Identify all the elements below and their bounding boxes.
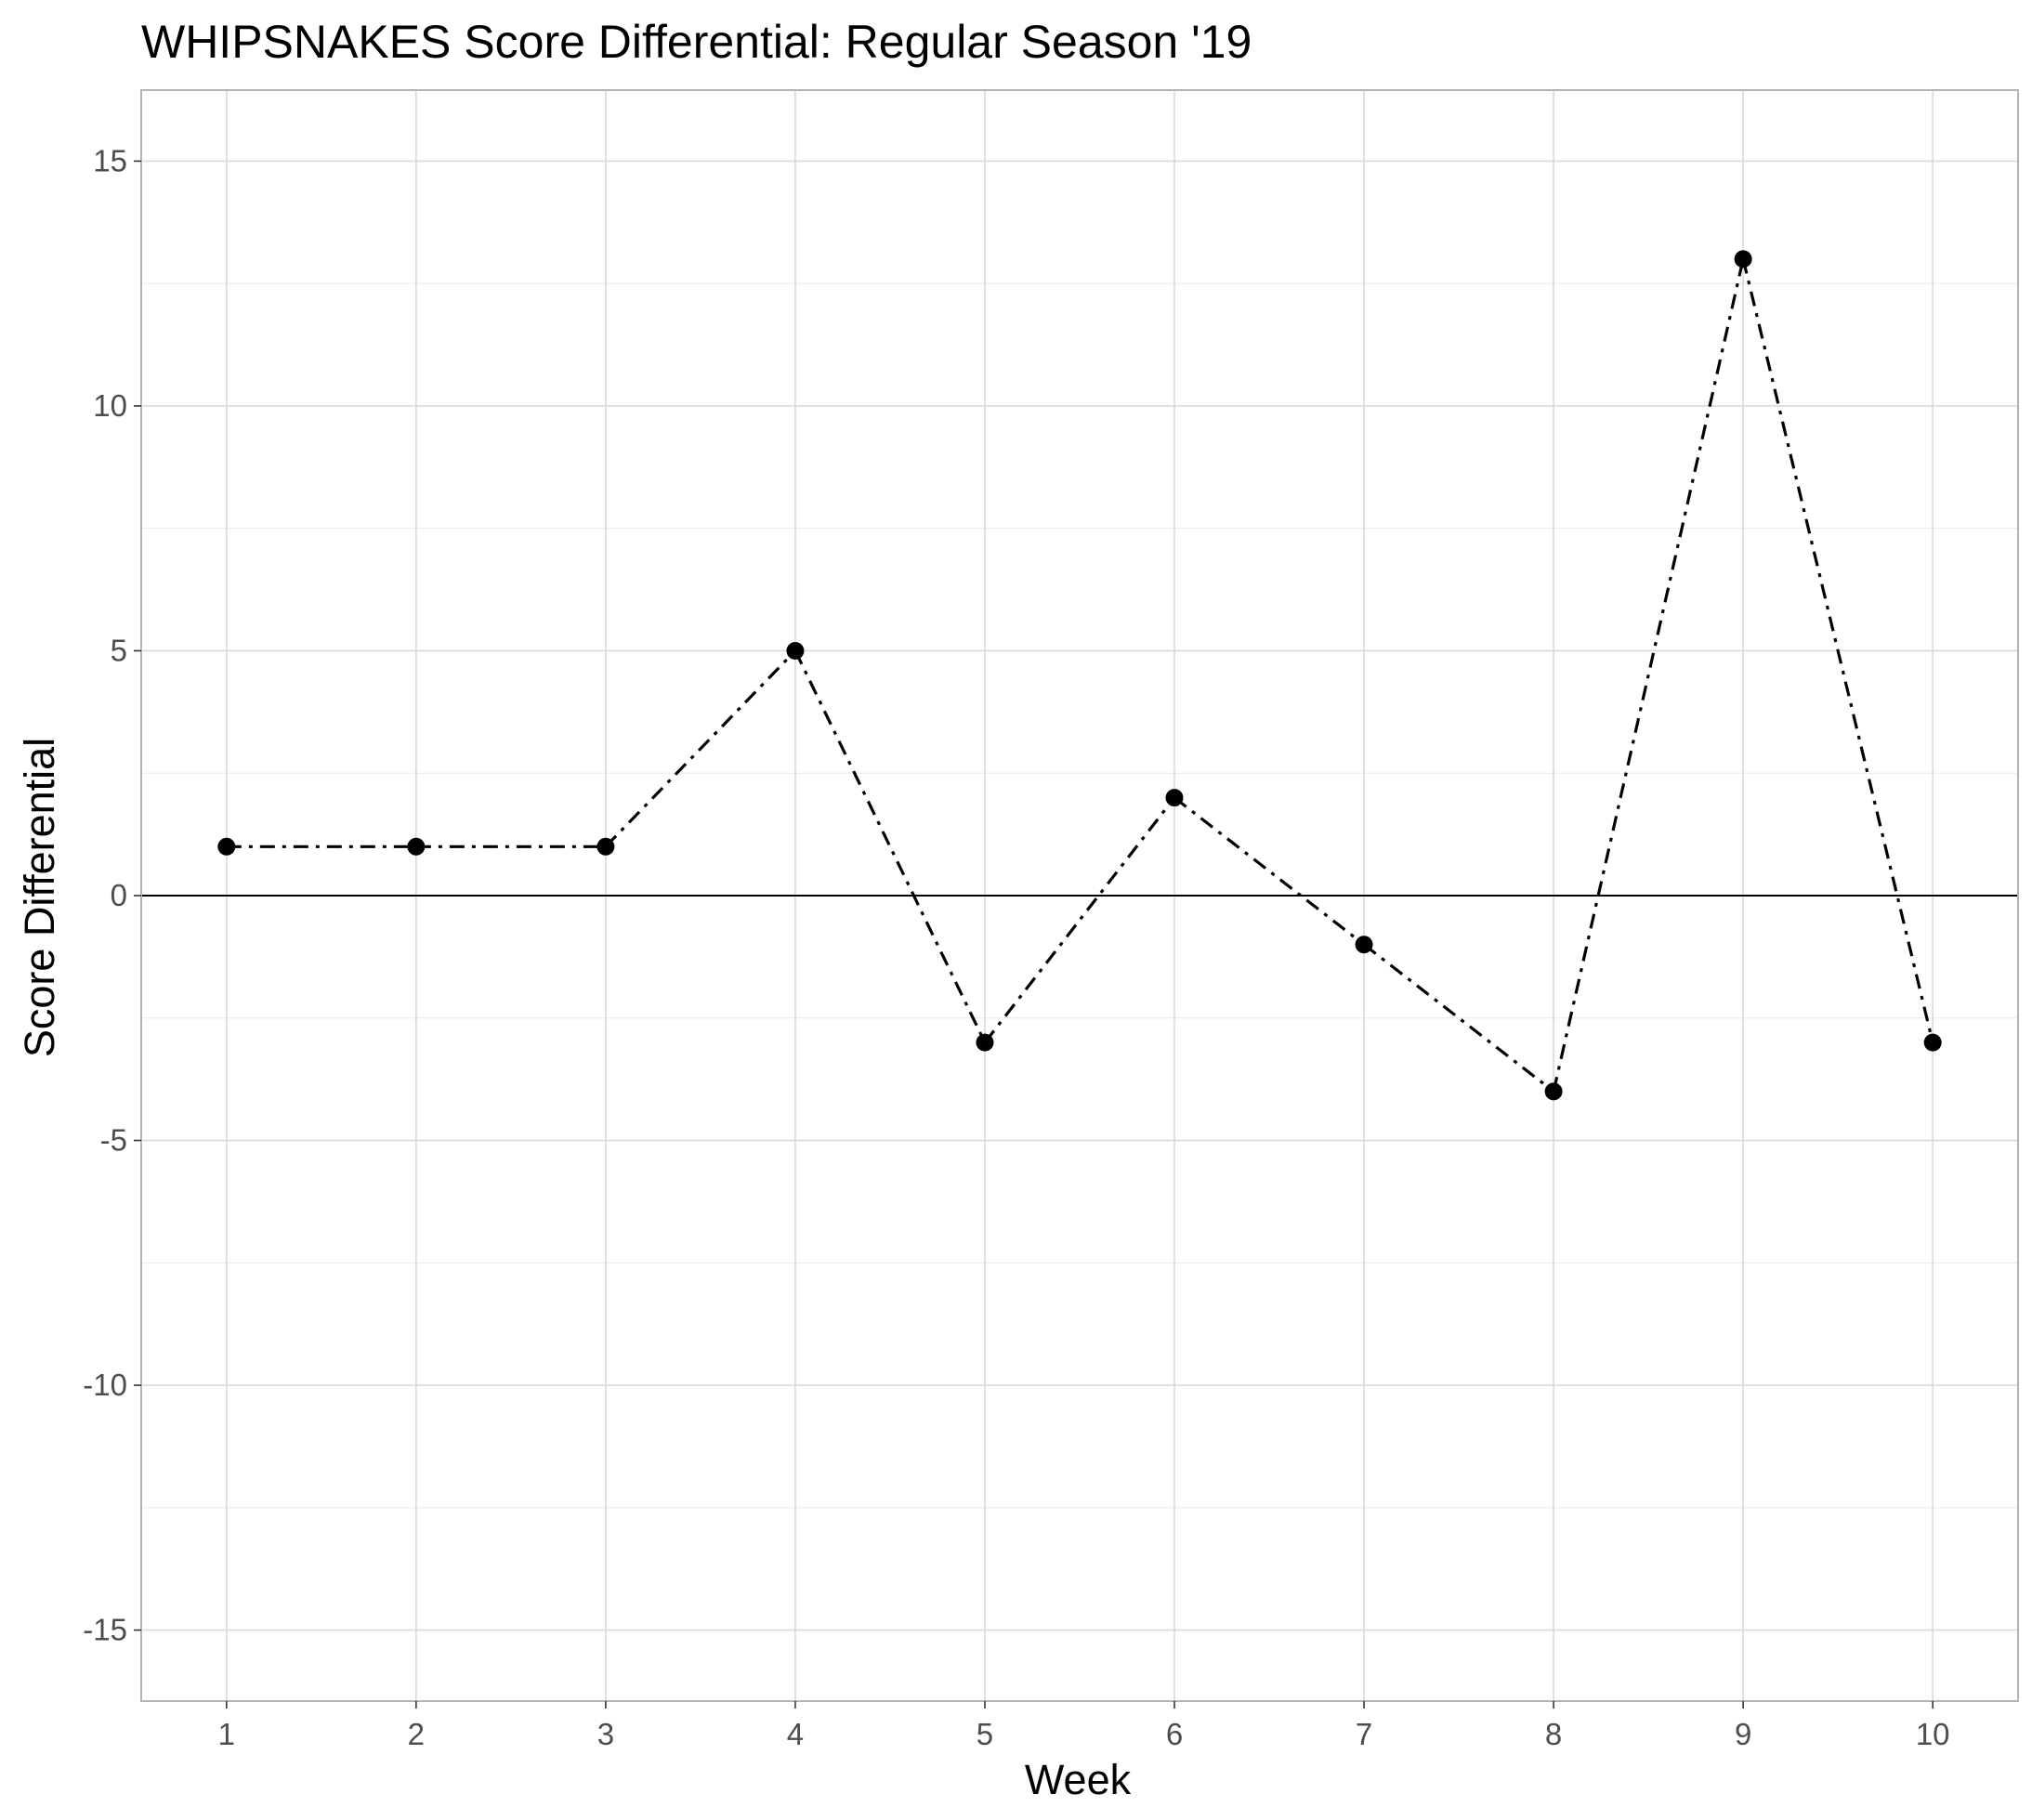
y-tick-label: 10 (93, 388, 127, 423)
x-tick-label: 8 (1545, 1717, 1562, 1751)
x-tick-label: 2 (408, 1717, 425, 1751)
x-tick-label: 5 (977, 1717, 993, 1751)
data-point (596, 837, 615, 856)
data-point (407, 837, 426, 856)
data-point (1544, 1082, 1563, 1101)
line-segment (983, 796, 1176, 1044)
x-axis-ticks: 1 2 3 4 5 6 7 8 9 10 (218, 1701, 1950, 1751)
x-tick-label: 4 (787, 1717, 804, 1751)
x-tick-label: 6 (1166, 1717, 1183, 1751)
data-point (1923, 1033, 1942, 1052)
x-axis-title: Week (1025, 1756, 1132, 1803)
chart-title: WHIPSNAKES Score Differential: Regular S… (141, 16, 1252, 68)
x-tick-label: 9 (1735, 1717, 1751, 1751)
line-segment (793, 649, 987, 1043)
x-tick-label: 1 (218, 1717, 235, 1751)
y-axis-title: Score Differential (16, 738, 63, 1057)
data-point (1734, 250, 1752, 268)
y-tick-label: 5 (111, 633, 127, 667)
x-tick-label: 3 (597, 1717, 614, 1751)
x-tick-label: 7 (1356, 1717, 1372, 1751)
line-segment (604, 649, 797, 848)
data-point (786, 641, 805, 660)
data-point (1355, 936, 1373, 954)
minor-gridlines (141, 282, 2018, 1509)
y-tick-label: 15 (93, 143, 127, 177)
y-tick-label: 0 (111, 878, 127, 912)
line-segment (1173, 796, 1366, 946)
line-segment (1363, 943, 1555, 1093)
data-point (217, 837, 236, 856)
y-axis-ticks: -15 -10 -5 0 5 10 15 (83, 143, 141, 1647)
y-tick-label: -10 (83, 1368, 127, 1402)
data-point (976, 1033, 994, 1052)
data-points (217, 250, 1942, 1101)
y-tick-label: -5 (100, 1123, 127, 1158)
series-line (226, 258, 1934, 1093)
line-segment (1741, 258, 1934, 1043)
line-segment (1552, 258, 1745, 1093)
y-tick-label: -15 (83, 1613, 127, 1647)
x-tick-label: 10 (1916, 1717, 1950, 1751)
data-point (1165, 789, 1184, 807)
